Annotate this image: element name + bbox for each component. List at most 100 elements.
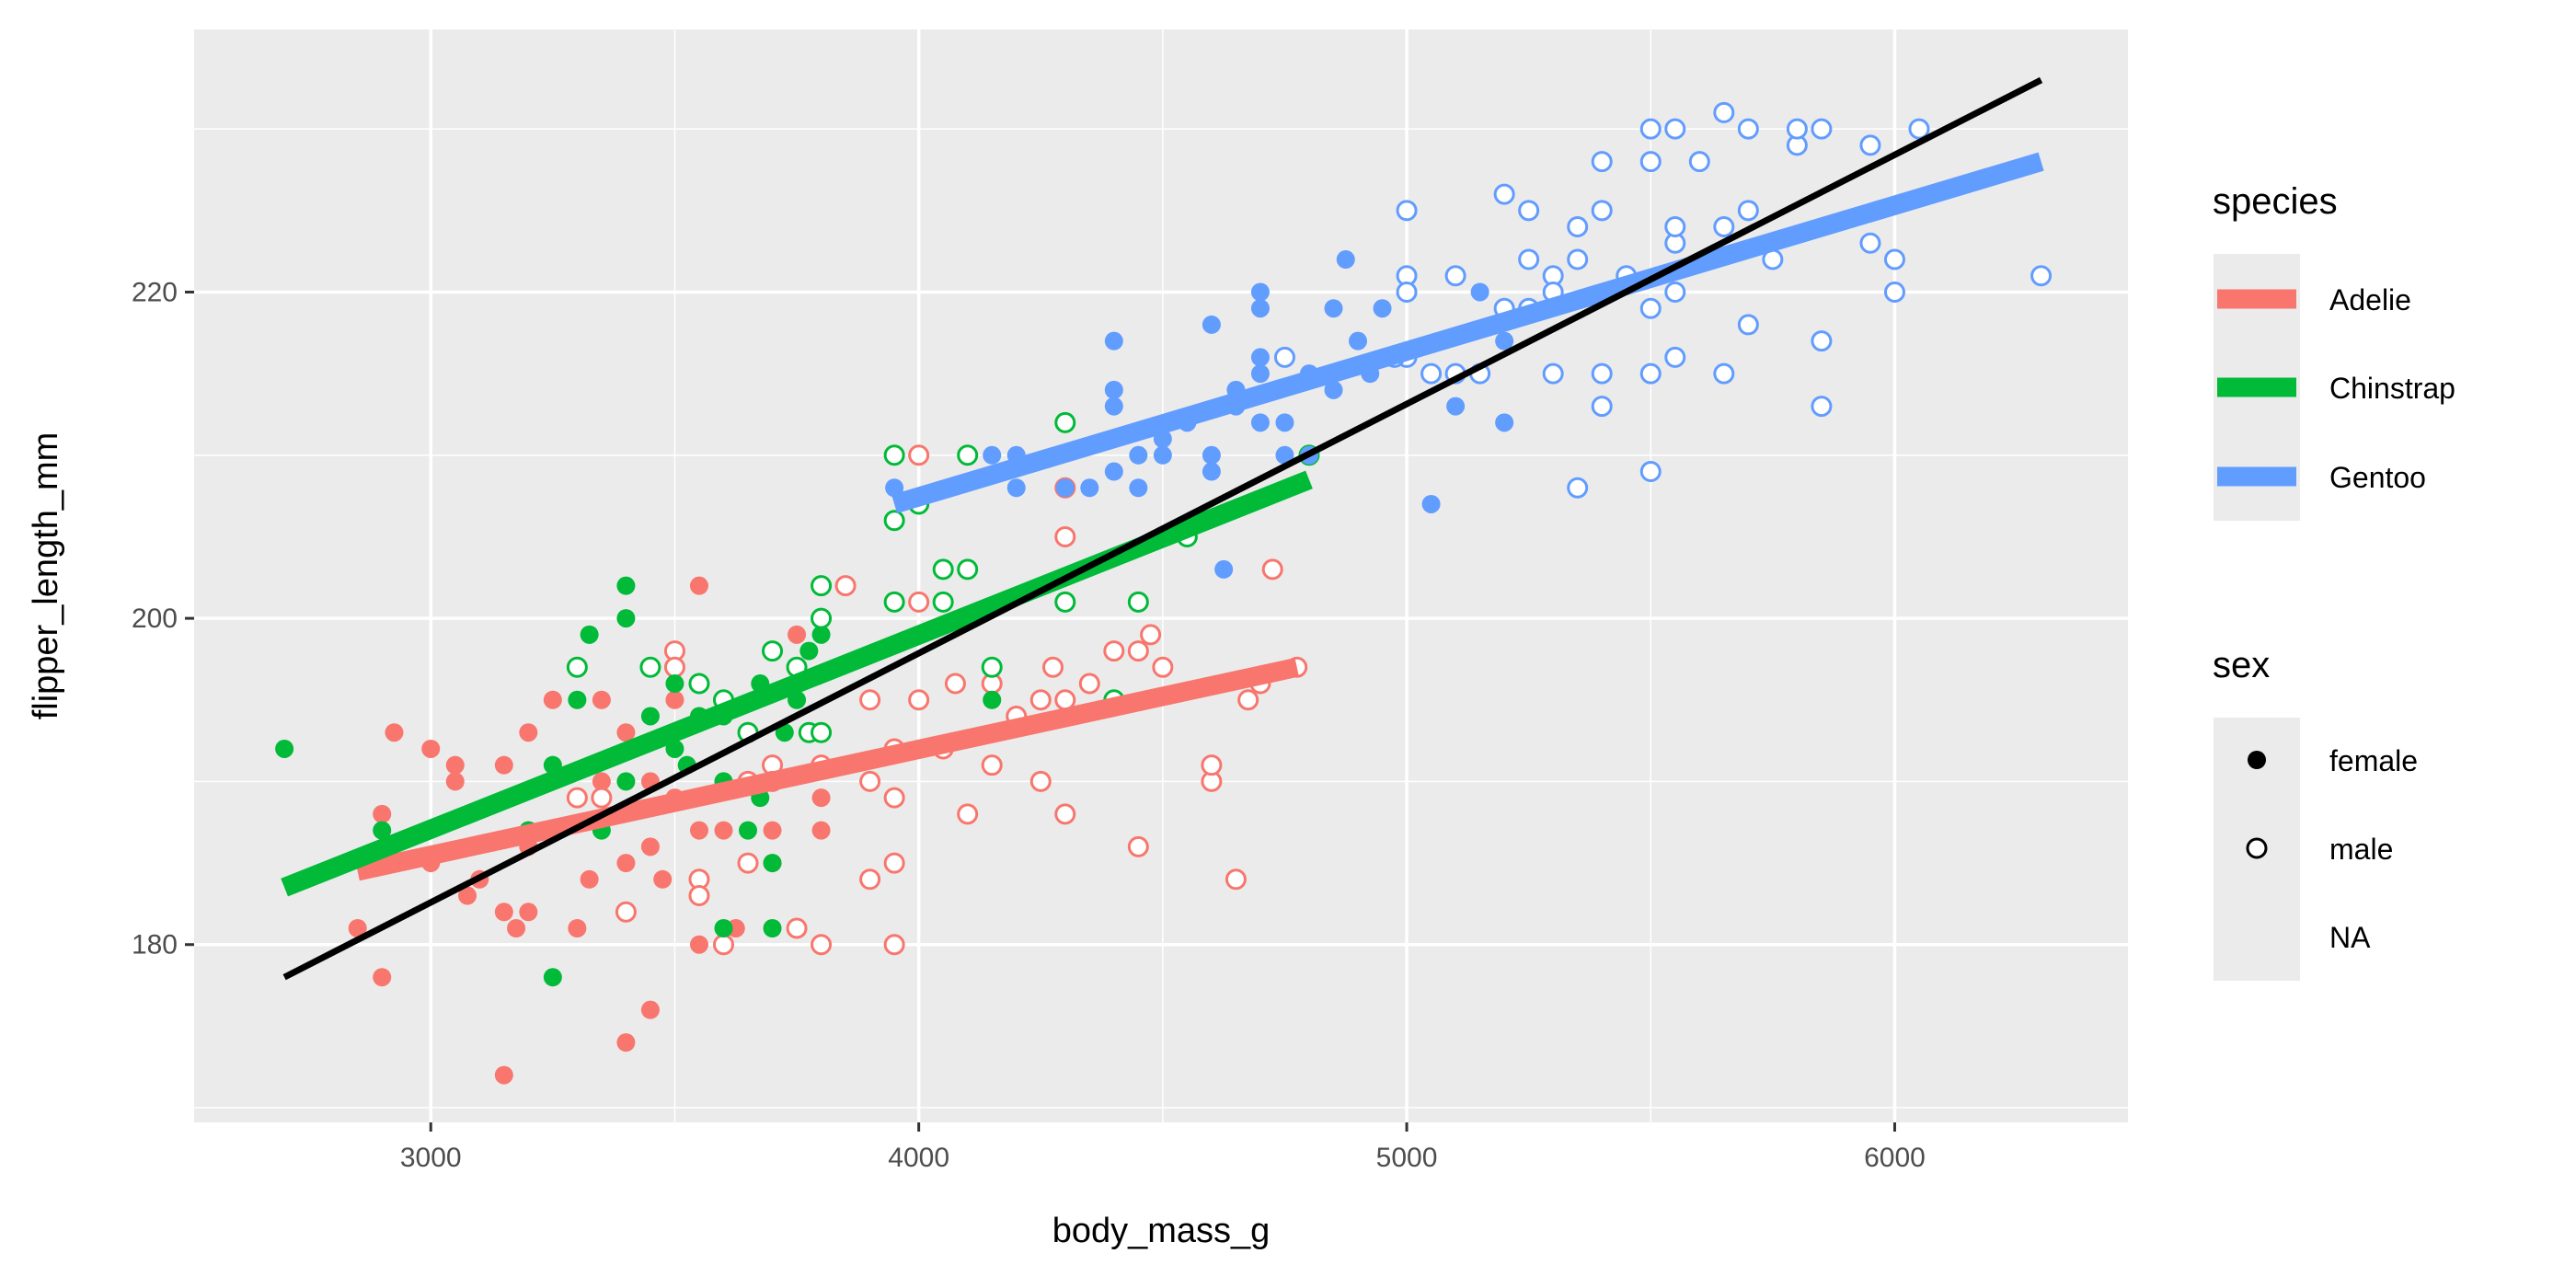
chinstrap-male-point bbox=[883, 591, 905, 613]
adelie-female-point bbox=[421, 739, 441, 758]
gentoo-female-point bbox=[1275, 413, 1294, 432]
gentoo-male-point bbox=[1688, 151, 1710, 173]
gentoo-female-point bbox=[1055, 478, 1075, 498]
adelie-female-point bbox=[348, 918, 367, 937]
adelie-male-point bbox=[834, 575, 857, 597]
chinstrap-male-point bbox=[957, 558, 979, 581]
adelie-male-point bbox=[1078, 673, 1100, 695]
axis-ticks: 3000 4000 5000 6000 180 200 220 bbox=[132, 277, 1926, 1173]
adelie-male-point bbox=[1042, 656, 1064, 678]
adelie-female-point bbox=[494, 903, 513, 922]
gentoo-male-point bbox=[1273, 346, 1295, 368]
chinstrap-female-point bbox=[799, 641, 819, 661]
adelie-female-point bbox=[763, 821, 782, 840]
gentoo-male-point bbox=[1591, 396, 1613, 418]
gentoo-male-point bbox=[1542, 362, 1564, 385]
adelie-female-point bbox=[689, 935, 708, 954]
gentoo-male-point bbox=[1713, 362, 1735, 385]
chinstrap-male-point bbox=[932, 591, 954, 613]
chinstrap-male-point bbox=[639, 656, 661, 678]
adelie-female-point bbox=[689, 821, 708, 840]
adelie-female-point bbox=[616, 854, 636, 873]
adelie-female-point bbox=[519, 723, 538, 742]
gentoo-male-point bbox=[1639, 151, 1662, 173]
gentoo-female-point bbox=[1275, 445, 1294, 465]
gentoo-female-point bbox=[1324, 380, 1343, 399]
adelie-female-point bbox=[543, 690, 562, 709]
adelie-male-point bbox=[908, 591, 930, 613]
gentoo-male-point bbox=[1591, 200, 1613, 222]
gentoo-female-point bbox=[1202, 445, 1221, 465]
gentoo-male-point bbox=[1908, 118, 1930, 140]
adelie-male-point bbox=[615, 901, 637, 923]
chinstrap-female-point bbox=[763, 854, 782, 873]
adelie-female-point bbox=[507, 918, 526, 937]
adelie-male-point bbox=[688, 885, 710, 907]
gentoo-male-point bbox=[1713, 216, 1735, 238]
adelie-male-point bbox=[1029, 770, 1052, 792]
adelie-male-point bbox=[1127, 835, 1149, 857]
adelie-male-point bbox=[1054, 803, 1076, 825]
legend-label-na: NA bbox=[2329, 921, 2371, 954]
adelie-female-point bbox=[568, 918, 587, 937]
gentoo-female-point bbox=[1104, 331, 1123, 351]
adelie-female-point bbox=[385, 723, 404, 742]
gentoo-female-point bbox=[1373, 299, 1392, 318]
x-tick-label: 6000 bbox=[1864, 1143, 1926, 1173]
chinstrap-male-point bbox=[981, 656, 1003, 678]
adelie-female-point bbox=[494, 755, 513, 775]
gentoo-male-point bbox=[1664, 346, 1686, 368]
adelie-male-point bbox=[908, 444, 930, 466]
adelie-male-point bbox=[712, 934, 734, 956]
gentoo-female-point bbox=[1495, 413, 1514, 432]
gentoo-male-point bbox=[1883, 248, 1905, 270]
y-axis-title: flipper_length_mm bbox=[27, 432, 65, 720]
adelie-female-point bbox=[580, 869, 599, 889]
gentoo-male-point bbox=[1639, 362, 1662, 385]
gentoo-male-point bbox=[1591, 151, 1613, 173]
y-tick-label: 200 bbox=[132, 604, 178, 634]
adelie-female-point bbox=[373, 968, 392, 987]
adelie-female-point bbox=[811, 821, 831, 840]
gentoo-male-point bbox=[1883, 281, 1905, 303]
gentoo-female-point bbox=[1446, 397, 1466, 416]
chinstrap-female-point bbox=[665, 674, 684, 694]
y-tick-label: 180 bbox=[132, 930, 178, 960]
chinstrap-male-point bbox=[811, 607, 833, 629]
legend-key-adelie-point bbox=[2248, 290, 2266, 308]
adelie-male-point bbox=[1225, 868, 1247, 891]
adelie-female-point bbox=[665, 690, 684, 709]
adelie-male-point bbox=[786, 917, 808, 939]
gentoo-female-point bbox=[1250, 348, 1270, 367]
overall-fit-line bbox=[282, 76, 2043, 981]
chinstrap-female-point bbox=[714, 918, 733, 937]
chinstrap-female-point bbox=[580, 625, 599, 644]
adelie-male-point bbox=[1127, 640, 1149, 662]
gentoo-male-point bbox=[1567, 248, 1589, 270]
species-legend-title: species bbox=[2213, 181, 2338, 222]
adelie-male-point bbox=[591, 787, 613, 809]
adelie-female-point bbox=[616, 1033, 636, 1052]
adelie-female-point bbox=[653, 869, 673, 889]
chinstrap-female-point bbox=[763, 918, 782, 937]
gentoo-female-point bbox=[1324, 299, 1343, 318]
gentoo-male-point bbox=[1396, 200, 1418, 222]
adelie-male-point bbox=[883, 934, 905, 956]
gentoo-female-point bbox=[1250, 299, 1270, 318]
gentoo-male-point bbox=[1811, 118, 1833, 140]
adelie-male-point bbox=[908, 689, 930, 711]
adelie-male-point bbox=[1201, 754, 1223, 776]
gentoo-male-point bbox=[1859, 134, 1881, 156]
x-tick-label: 3000 bbox=[400, 1143, 462, 1173]
gentoo-female-point bbox=[1349, 331, 1368, 351]
chinstrap-male-point bbox=[1054, 411, 1076, 433]
gentoo-female-point bbox=[1250, 364, 1270, 384]
adelie-male-point bbox=[883, 787, 905, 809]
gentoo-fit-line bbox=[891, 152, 2044, 514]
x-tick-label: 5000 bbox=[1376, 1143, 1438, 1173]
adelie-male-point bbox=[981, 754, 1003, 776]
adelie-male-point bbox=[1029, 689, 1052, 711]
gentoo-female-point bbox=[1153, 445, 1172, 465]
gentoo-male-point bbox=[1713, 101, 1735, 123]
